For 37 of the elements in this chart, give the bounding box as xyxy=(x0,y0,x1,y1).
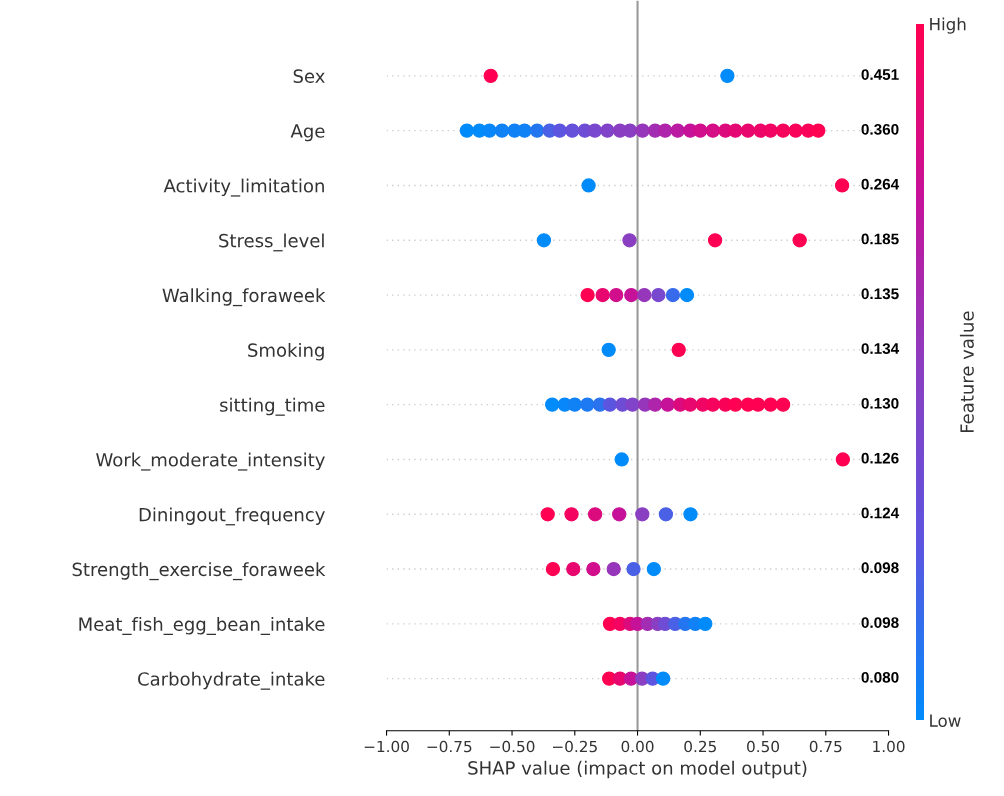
annotation: 0.130 xyxy=(861,397,899,409)
annotation: 0.134 xyxy=(861,343,900,354)
annotation: 0.185 xyxy=(861,233,899,245)
y-tick-label: Meat_fish_egg_bean_intake xyxy=(79,617,325,635)
y-tick-label: Walking_foraweek xyxy=(162,288,326,307)
y-tick-label: Carbohydrate_intake xyxy=(138,671,325,690)
y-tick-label: Work_moderate_intensity xyxy=(96,452,325,471)
y-tick-label: Activity_limitation xyxy=(163,178,324,197)
y-tick-label: sitting_time xyxy=(220,397,325,416)
annotation: 0.264 xyxy=(861,178,900,190)
y-tick-label: Stress_level xyxy=(219,233,324,252)
y-tick-label: Age xyxy=(290,124,325,142)
color-bar-title: Feature value xyxy=(959,311,974,432)
annotation: 0.098 xyxy=(861,617,899,628)
annotation: 0.080 xyxy=(861,671,899,683)
annotation: 0.126 xyxy=(861,452,899,464)
color-bar-label: High xyxy=(930,17,966,34)
annotation: 0.124 xyxy=(861,507,900,519)
x-tick-label: −0.50 xyxy=(490,740,535,753)
x-tick-label: 1.00 xyxy=(873,740,905,753)
y-tick-label: Diningout_frequency xyxy=(139,507,325,526)
x-tick-label: −0.75 xyxy=(427,740,472,753)
annotation: 0.135 xyxy=(861,288,899,300)
x-tick-label: −1.00 xyxy=(364,740,409,753)
annotation: 0.098 xyxy=(861,562,899,574)
x-axis-title: SHAP value (impact on model output) xyxy=(468,760,807,779)
color-bar-label: Low xyxy=(930,714,961,727)
y-tick-label: Sex xyxy=(293,69,325,83)
annotation: 0.451 xyxy=(861,69,899,80)
x-tick-label: 0.00 xyxy=(621,740,654,753)
y-tick-label: Strength_exercise_foraweek xyxy=(72,562,326,581)
x-tick-label: −0.25 xyxy=(553,740,597,753)
x-tick-label: 0.50 xyxy=(747,740,780,753)
annotation: 0.360 xyxy=(861,123,899,135)
y-tick-label: Smoking xyxy=(248,343,324,361)
x-tick-label: 0.25 xyxy=(684,740,716,753)
x-tick-label: 0.75 xyxy=(809,740,842,753)
